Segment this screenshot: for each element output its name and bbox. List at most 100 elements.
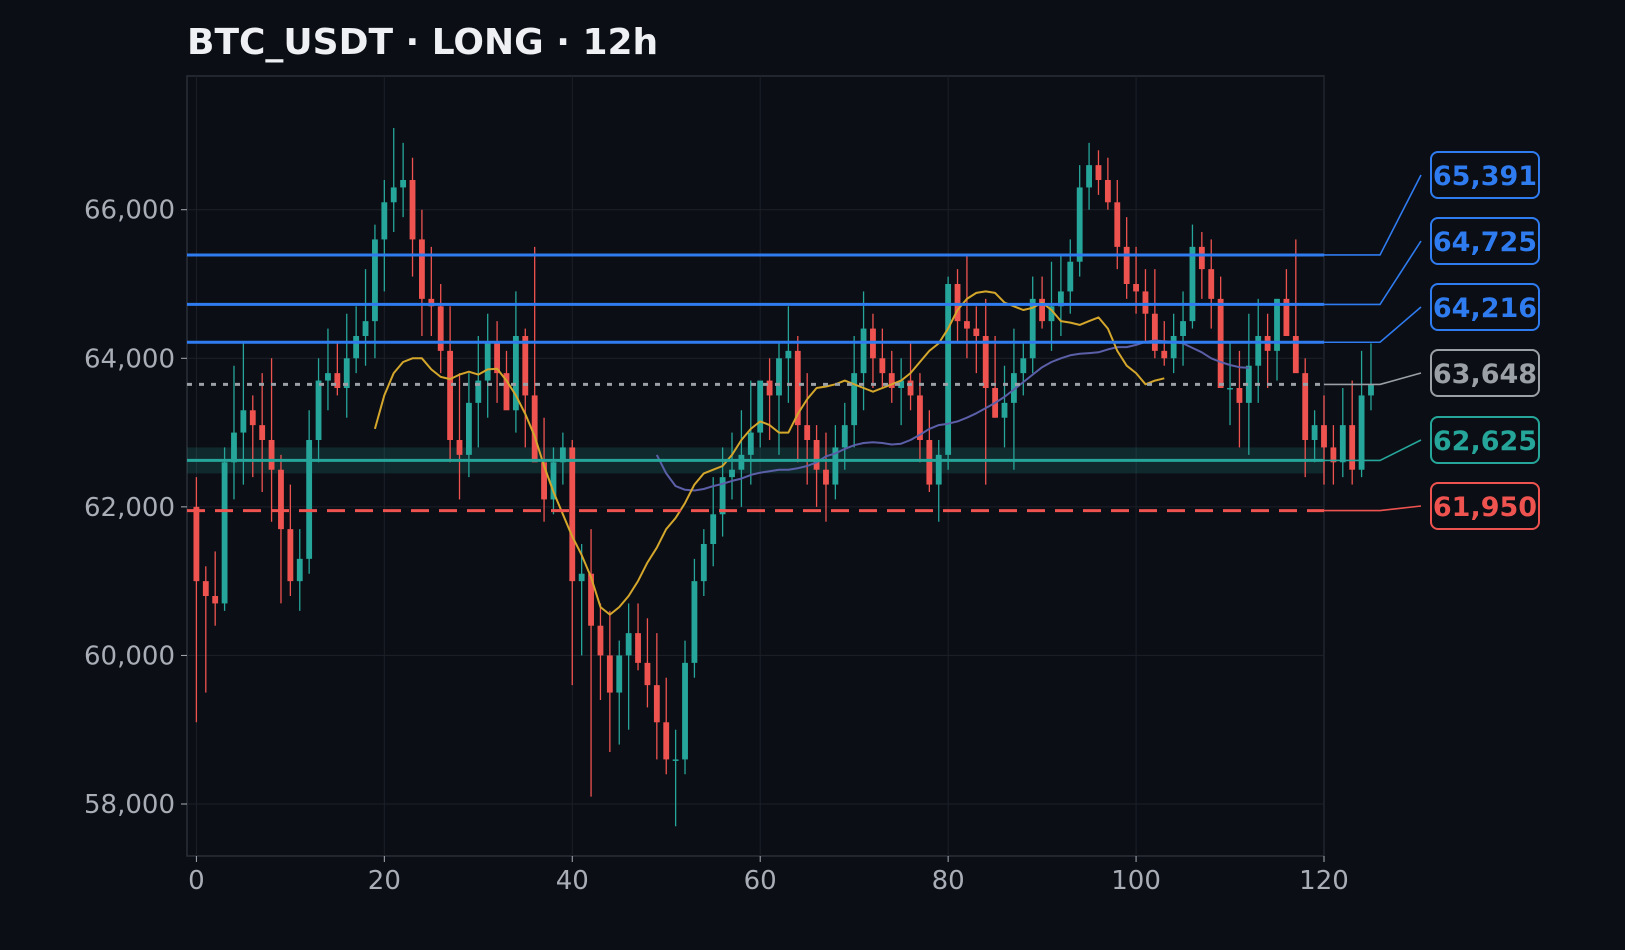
candle-up bbox=[841, 425, 848, 448]
candle-down bbox=[794, 350, 801, 426]
candle-up bbox=[1001, 402, 1008, 418]
candle-down bbox=[606, 655, 613, 693]
candle-up bbox=[1020, 358, 1027, 374]
candle-up bbox=[353, 336, 360, 359]
candle-down bbox=[1151, 313, 1158, 351]
candle-up bbox=[1274, 298, 1280, 351]
candle-up bbox=[559, 447, 566, 463]
candle-down bbox=[1292, 336, 1299, 374]
candle-up bbox=[1057, 291, 1064, 307]
level-label-support: 62,625 bbox=[1433, 426, 1537, 457]
candle-up bbox=[898, 380, 905, 388]
candle-up bbox=[935, 454, 942, 485]
plot-area: 58,000 60,000 62,000 64,000 66,000 0 20 40 60 80 1… bbox=[84, 75, 1374, 896]
level-label-box bbox=[1430, 217, 1540, 265]
candle-down bbox=[1133, 284, 1139, 292]
candle-up bbox=[1170, 336, 1177, 359]
candle-up bbox=[700, 544, 707, 582]
level-label-box bbox=[1430, 416, 1540, 464]
candle-down bbox=[1321, 425, 1327, 448]
candle-up bbox=[747, 432, 754, 455]
candle-down bbox=[1330, 447, 1337, 463]
candle-down bbox=[982, 336, 989, 388]
candle-down bbox=[1161, 350, 1168, 359]
level-label-box bbox=[1430, 151, 1540, 199]
candle-up bbox=[343, 358, 350, 388]
x-tick-label: 20 bbox=[368, 866, 401, 896]
candle-down bbox=[541, 462, 547, 500]
candle-up bbox=[710, 514, 717, 544]
candle-up bbox=[1368, 384, 1374, 396]
candle-up bbox=[1227, 388, 1233, 390]
level-label-stop: 61,950 bbox=[1433, 492, 1537, 523]
level-label-box bbox=[1430, 283, 1540, 331]
candle-down bbox=[409, 180, 416, 240]
candle-up bbox=[625, 633, 632, 656]
level-label-box bbox=[1430, 349, 1540, 397]
candle-up bbox=[785, 350, 792, 359]
candle-down bbox=[419, 239, 425, 299]
candle-up bbox=[672, 759, 679, 761]
candle-up bbox=[945, 284, 952, 455]
level-connector bbox=[1324, 240, 1422, 306]
level-connector bbox=[1324, 439, 1422, 462]
candle-down bbox=[766, 380, 773, 396]
candle-up bbox=[1189, 246, 1196, 322]
candle-up bbox=[306, 440, 313, 559]
candle-up bbox=[484, 343, 491, 381]
level-label-target: 64,725 bbox=[1433, 227, 1537, 258]
candle-up bbox=[729, 469, 735, 478]
candle-up bbox=[1245, 365, 1252, 403]
candle-down bbox=[653, 685, 660, 723]
candle-down bbox=[1142, 291, 1149, 314]
candle-up bbox=[851, 373, 858, 426]
candle-down bbox=[428, 298, 435, 307]
candle-up bbox=[240, 410, 247, 433]
y-tick-label: 58,000 bbox=[84, 790, 175, 820]
candle-down bbox=[597, 625, 604, 656]
candle-down bbox=[259, 425, 266, 440]
candle-down bbox=[503, 373, 510, 411]
candle-up bbox=[719, 477, 726, 515]
candle-down bbox=[522, 336, 529, 396]
candle-up bbox=[1311, 425, 1318, 440]
x-tick-label: 60 bbox=[744, 866, 777, 896]
candle-down bbox=[494, 343, 501, 374]
candle-down bbox=[954, 284, 961, 322]
candle-down bbox=[531, 395, 538, 463]
candle-down bbox=[1123, 246, 1130, 284]
candle-down bbox=[879, 358, 886, 374]
level-connector bbox=[1324, 174, 1422, 256]
candle-up bbox=[362, 321, 369, 336]
candle-up bbox=[1076, 187, 1083, 262]
candle-up bbox=[465, 402, 472, 455]
candle-up bbox=[1010, 373, 1017, 403]
candle-down bbox=[268, 440, 275, 470]
y-tick-label: 62,000 bbox=[84, 493, 175, 523]
candle-down bbox=[663, 722, 670, 760]
candle-up bbox=[1255, 336, 1262, 366]
candle-down bbox=[907, 380, 914, 396]
x-tick-label: 40 bbox=[556, 866, 589, 896]
candle-down bbox=[447, 350, 454, 440]
candle-down bbox=[1302, 373, 1309, 440]
candle-down bbox=[569, 447, 576, 582]
y-tick-label: 66,000 bbox=[84, 196, 175, 226]
candle-down bbox=[644, 662, 651, 686]
candle-down bbox=[278, 469, 284, 530]
candle-down bbox=[287, 529, 294, 582]
candle-up bbox=[400, 180, 407, 188]
candle-down bbox=[1104, 180, 1111, 203]
candle-up bbox=[390, 187, 397, 203]
candle-up bbox=[1339, 425, 1346, 463]
x-tick-label: 80 bbox=[932, 866, 965, 896]
candle-up bbox=[1048, 306, 1055, 322]
candle-up bbox=[1029, 298, 1036, 359]
candle-up bbox=[682, 662, 688, 760]
level-label-entry: 63,648 bbox=[1433, 359, 1537, 390]
candle-down bbox=[193, 506, 200, 582]
candle-up bbox=[776, 358, 782, 396]
candle-down bbox=[1208, 269, 1215, 299]
level-connector bbox=[1324, 505, 1422, 512]
